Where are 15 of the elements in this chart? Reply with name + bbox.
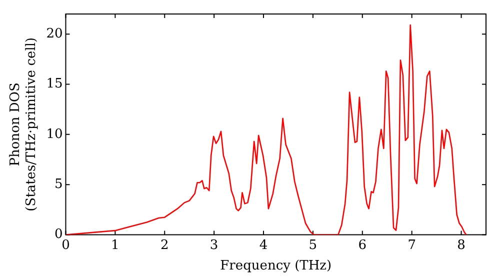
x-tick-label: 8 [457,238,466,253]
x-tick-label: 7 [408,238,416,253]
x-tick-label: 6 [358,238,367,253]
y-tick-label: 15 [46,76,63,92]
y-tick-label: 5 [54,176,63,192]
x-axis-title: Frequency (THz) [220,258,332,274]
x-tick-label: 5 [308,238,318,253]
x-tick-label: 3 [210,238,218,253]
y-tick-label: 20 [46,26,63,42]
x-tick-label: 2 [160,238,169,253]
y-tick-label: 10 [46,126,63,142]
x-tick-label: 4 [259,238,268,253]
y-axis-title: Phonon DOS (States/THz·primitive cell) [8,37,39,212]
x-tick-label: 1 [111,238,120,253]
y-tick-label: 0 [54,227,63,242]
